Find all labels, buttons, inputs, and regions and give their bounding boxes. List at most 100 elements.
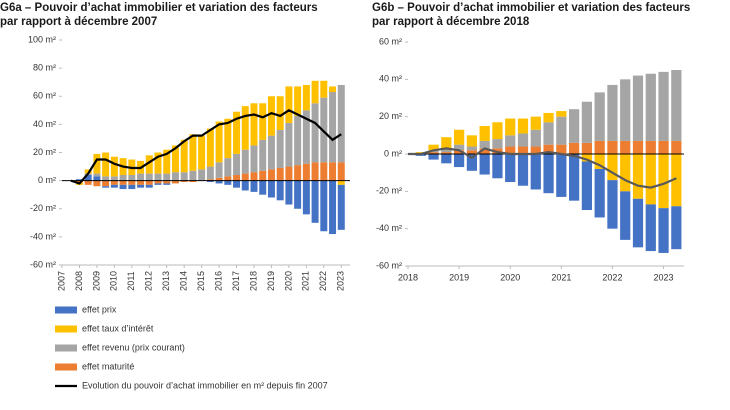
bar-segment bbox=[215, 177, 223, 181]
bar-segment bbox=[233, 153, 241, 175]
bar-segment bbox=[154, 180, 162, 184]
bar-segment bbox=[206, 128, 214, 167]
bar-segment bbox=[93, 153, 101, 174]
x-tick-label: 2008 bbox=[74, 271, 84, 291]
bar-segment bbox=[206, 179, 214, 181]
bar-segment bbox=[581, 161, 592, 210]
bar-segment bbox=[137, 180, 145, 185]
x-tick-label: 2022 bbox=[602, 272, 622, 282]
bar-segment bbox=[671, 70, 682, 141]
bar-segment bbox=[102, 152, 110, 177]
bar-segment bbox=[594, 168, 605, 218]
bar-segment bbox=[110, 184, 118, 188]
bar-segment bbox=[250, 145, 258, 173]
bar-segment bbox=[163, 149, 171, 174]
bar-segment bbox=[658, 208, 669, 253]
bar-segment bbox=[428, 154, 439, 160]
bar-segment bbox=[241, 149, 249, 174]
x-tick-label: 2023 bbox=[654, 272, 674, 282]
bar-segment bbox=[267, 96, 275, 136]
bar-segment bbox=[267, 135, 275, 170]
bar-segment bbox=[543, 112, 554, 123]
bar-segment bbox=[75, 179, 83, 181]
x-tick-label: 2007 bbox=[56, 271, 66, 291]
bar-segment bbox=[530, 116, 541, 130]
y-tick-label: -40 m² bbox=[376, 223, 402, 233]
x-tick-label: 2018 bbox=[248, 271, 258, 291]
bar-segment bbox=[285, 180, 293, 205]
bar-segment bbox=[276, 130, 284, 168]
bar-segment bbox=[154, 173, 162, 181]
bar-segment bbox=[428, 152, 439, 154]
legend-swatch bbox=[55, 325, 77, 333]
bar-segment bbox=[329, 86, 337, 93]
bar-segment bbox=[84, 169, 92, 174]
bar-segment bbox=[543, 122, 554, 145]
bar-segment bbox=[285, 86, 293, 123]
bar-segment bbox=[110, 156, 118, 177]
bar-segment bbox=[607, 154, 618, 181]
bar-segment bbox=[479, 148, 490, 154]
bar-segment bbox=[337, 162, 345, 181]
x-tick-label: 2010 bbox=[109, 271, 119, 291]
x-tick-label: 2017 bbox=[231, 271, 241, 291]
bar-segment bbox=[466, 154, 477, 171]
legend-label: Evolution du pouvoir d’achat immobilier … bbox=[82, 380, 328, 390]
bar-segment bbox=[302, 163, 310, 181]
bar-segment bbox=[233, 180, 241, 188]
bar-segment bbox=[102, 176, 110, 181]
bar-segment bbox=[632, 154, 644, 199]
bar-segment bbox=[607, 84, 618, 141]
x-tick-label: 2012 bbox=[144, 271, 154, 291]
bar-segment bbox=[530, 129, 541, 147]
bar-segment bbox=[581, 142, 592, 154]
bar-segment bbox=[320, 180, 328, 232]
bar-segment bbox=[337, 180, 345, 185]
bar-segment bbox=[632, 75, 644, 141]
bar-segment bbox=[198, 169, 206, 181]
y-tick-label: 0 m² bbox=[384, 148, 402, 158]
bar-segment bbox=[505, 118, 516, 136]
bar-segment bbox=[154, 152, 162, 174]
bar-segment bbox=[259, 139, 267, 171]
bar-segment bbox=[492, 122, 503, 140]
legend-swatch bbox=[55, 363, 77, 371]
bar-segment bbox=[224, 118, 232, 159]
bar-segment bbox=[250, 180, 258, 192]
bar-segment bbox=[294, 115, 302, 166]
bar-segment bbox=[84, 180, 92, 185]
bar-segment bbox=[492, 154, 503, 179]
bar-segment bbox=[337, 85, 345, 163]
bar-segment bbox=[466, 146, 477, 151]
bar-segment bbox=[329, 162, 337, 181]
bar-segment bbox=[294, 180, 302, 209]
bar-segment bbox=[607, 180, 618, 229]
bar-segment bbox=[607, 140, 618, 154]
bar-segment bbox=[543, 144, 554, 154]
y-tick-label: 60 m² bbox=[379, 36, 402, 46]
bar-segment bbox=[180, 139, 188, 173]
bar-segment bbox=[329, 92, 337, 163]
bar-segment bbox=[645, 204, 656, 252]
bar-segment bbox=[276, 167, 284, 181]
bar-segment bbox=[581, 101, 592, 143]
bar-segment bbox=[171, 145, 179, 173]
bar-segment bbox=[75, 180, 83, 183]
legend-label: effet prix bbox=[82, 304, 117, 314]
bar-segment bbox=[454, 150, 465, 154]
bar-segment bbox=[466, 135, 477, 147]
bar-segment bbox=[241, 173, 249, 181]
bar-segment bbox=[645, 154, 656, 205]
bar-segment bbox=[441, 154, 452, 164]
legend-swatch bbox=[55, 306, 77, 314]
bar-segment bbox=[594, 140, 605, 154]
bar-segment bbox=[110, 176, 118, 181]
bar-segment bbox=[285, 122, 293, 167]
bar-segment bbox=[171, 180, 179, 184]
y-tick-label: -20 m² bbox=[30, 203, 56, 213]
x-tick-label: 2015 bbox=[196, 271, 206, 291]
chart-title: G6b – Pouvoir d’achat immobilier et vari… bbox=[372, 2, 690, 28]
y-tick-label: 0 m² bbox=[38, 175, 56, 185]
bar-segment bbox=[267, 169, 275, 181]
bar-segment bbox=[428, 144, 439, 151]
